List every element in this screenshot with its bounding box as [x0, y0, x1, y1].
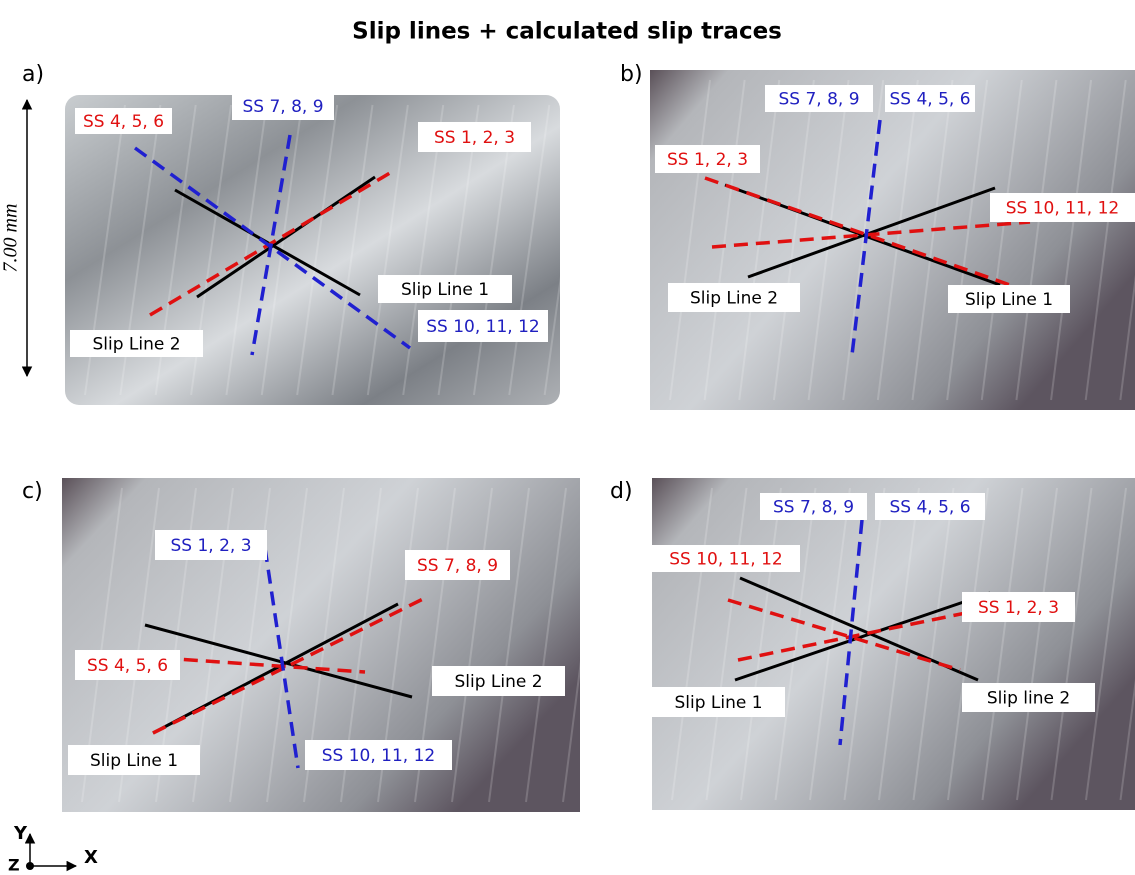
title: Slip lines + calculated slip traces	[352, 19, 782, 45]
annotation: SS 4, 5, 6	[889, 498, 970, 518]
annotation: SS 1, 2, 3	[434, 128, 515, 148]
annotation: SS 10, 11, 12	[426, 317, 540, 337]
annotation: Slip Line 2	[92, 335, 180, 355]
annotation: SS 1, 2, 3	[667, 150, 748, 170]
annotation: Slip Line 1	[90, 751, 178, 771]
sample-photo	[650, 70, 1135, 410]
panel-label: a)	[22, 62, 44, 87]
scale-label: 7.00 mm	[0, 204, 22, 273]
annotation: SS 4, 5, 6	[889, 90, 970, 110]
annotation: SS 10, 11, 12	[1006, 199, 1120, 219]
panel-label: b)	[620, 62, 643, 87]
annotation: Slip Line 2	[454, 672, 542, 692]
panel-label: d)	[610, 479, 633, 504]
x-axis-label: X	[84, 847, 98, 868]
annotation: Slip line 2	[987, 689, 1070, 709]
annotation: Slip Line 1	[674, 693, 762, 713]
annotation: SS 7, 8, 9	[778, 90, 859, 110]
annotation: SS 1, 2, 3	[978, 598, 1059, 618]
annotation: SS 4, 5, 6	[87, 656, 168, 676]
annotation: SS 4, 5, 6	[83, 112, 164, 132]
annotation: SS 7, 8, 9	[417, 556, 498, 576]
annotation: Slip Line 1	[965, 290, 1053, 310]
annotation: Slip Line 1	[401, 280, 489, 300]
figure: Slip lines + calculated slip traces 7.00…	[0, 0, 1135, 875]
annotation: SS 7, 8, 9	[242, 97, 323, 117]
panel-label: c)	[22, 479, 43, 504]
annotation: Slip Line 2	[690, 289, 778, 309]
z-axis-label: Z	[8, 856, 20, 875]
y-axis-label: Y	[13, 823, 28, 844]
annotation: SS 10, 11, 12	[322, 746, 436, 766]
annotation: SS 1, 2, 3	[170, 536, 251, 556]
annotation: SS 10, 11, 12	[669, 550, 783, 570]
annotation: SS 7, 8, 9	[773, 498, 854, 518]
z-axis-dot	[26, 862, 34, 870]
